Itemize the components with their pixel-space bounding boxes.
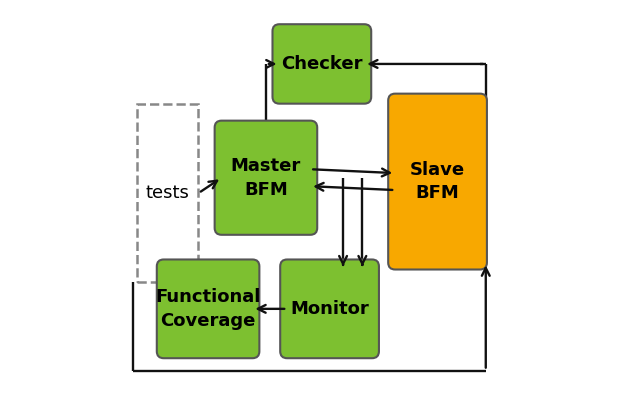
FancyBboxPatch shape: [157, 260, 259, 358]
Text: Monitor: Monitor: [290, 300, 369, 318]
FancyBboxPatch shape: [280, 260, 379, 358]
FancyBboxPatch shape: [272, 24, 371, 104]
Text: Checker: Checker: [281, 55, 363, 73]
Bar: [137, 104, 198, 282]
FancyBboxPatch shape: [388, 94, 487, 269]
Text: Slave
BFM: Slave BFM: [410, 161, 465, 203]
Text: Functional
Coverage: Functional Coverage: [155, 288, 261, 330]
Text: Master
BFM: Master BFM: [231, 157, 301, 199]
FancyBboxPatch shape: [214, 121, 317, 235]
Text: tests: tests: [146, 184, 190, 202]
